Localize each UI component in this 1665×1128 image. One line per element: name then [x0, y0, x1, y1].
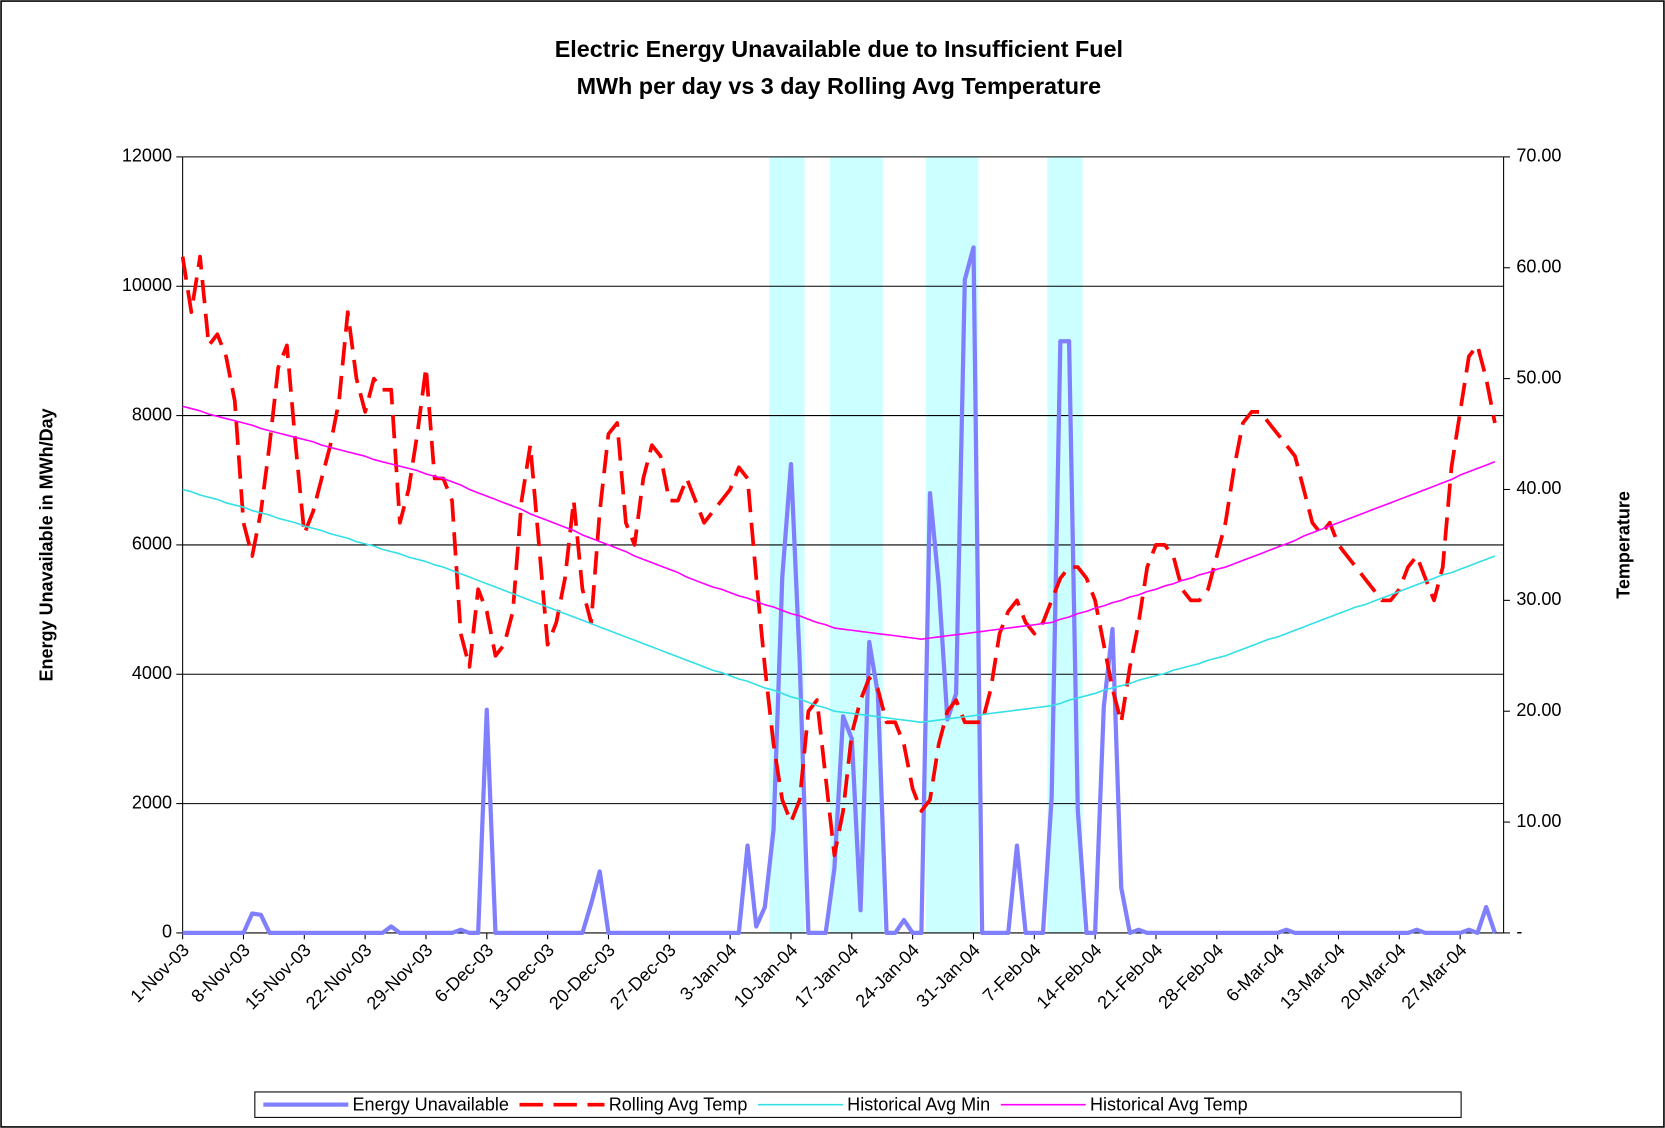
legend-label: Historical Avg Min	[847, 1095, 990, 1115]
y2-tick-label: 70.00	[1516, 146, 1561, 166]
chart-subtitle: MWh per day vs 3 day Rolling Avg Tempera…	[577, 73, 1102, 99]
y-tick-label: 8000	[132, 404, 172, 424]
y2-tick-label: 10.00	[1516, 811, 1561, 831]
series-line	[182, 245, 1497, 936]
y2-axis-title: Temperature	[1613, 491, 1633, 599]
y2-tick-label: 60.00	[1516, 257, 1561, 277]
legend-label: Energy Unavailable	[353, 1095, 509, 1115]
legend-label: Rolling Avg Temp	[609, 1095, 748, 1115]
legend: Energy Unavailable Rolling Avg Temp Histor…	[254, 1091, 1462, 1118]
legend-box	[254, 1091, 1462, 1118]
y-tick-label: 2000	[132, 792, 172, 812]
y-tick-label: 6000	[132, 534, 172, 554]
y2-tick-label: -	[1516, 922, 1522, 942]
series-line	[182, 405, 1496, 640]
y2-tick-label: 50.00	[1516, 367, 1561, 387]
y-tick-label: 10000	[122, 275, 172, 295]
y-tick-label: 4000	[132, 663, 172, 683]
series-line	[180, 254, 1497, 858]
y-tick-label: 0	[162, 922, 172, 942]
y-tick-label: 12000	[122, 146, 172, 166]
y2-tick-label: 40.00	[1516, 478, 1561, 498]
y-axis-title: Energy Unavailable in MWh/Day	[37, 408, 57, 681]
legend-label: Historical Avg Temp	[1090, 1095, 1248, 1115]
chart-title: Electric Energy Unavailable due to Insuf…	[555, 36, 1123, 62]
series-line	[182, 488, 1496, 724]
y2-tick-label: 20.00	[1516, 700, 1561, 720]
y2-tick-label: 30.00	[1516, 589, 1561, 609]
